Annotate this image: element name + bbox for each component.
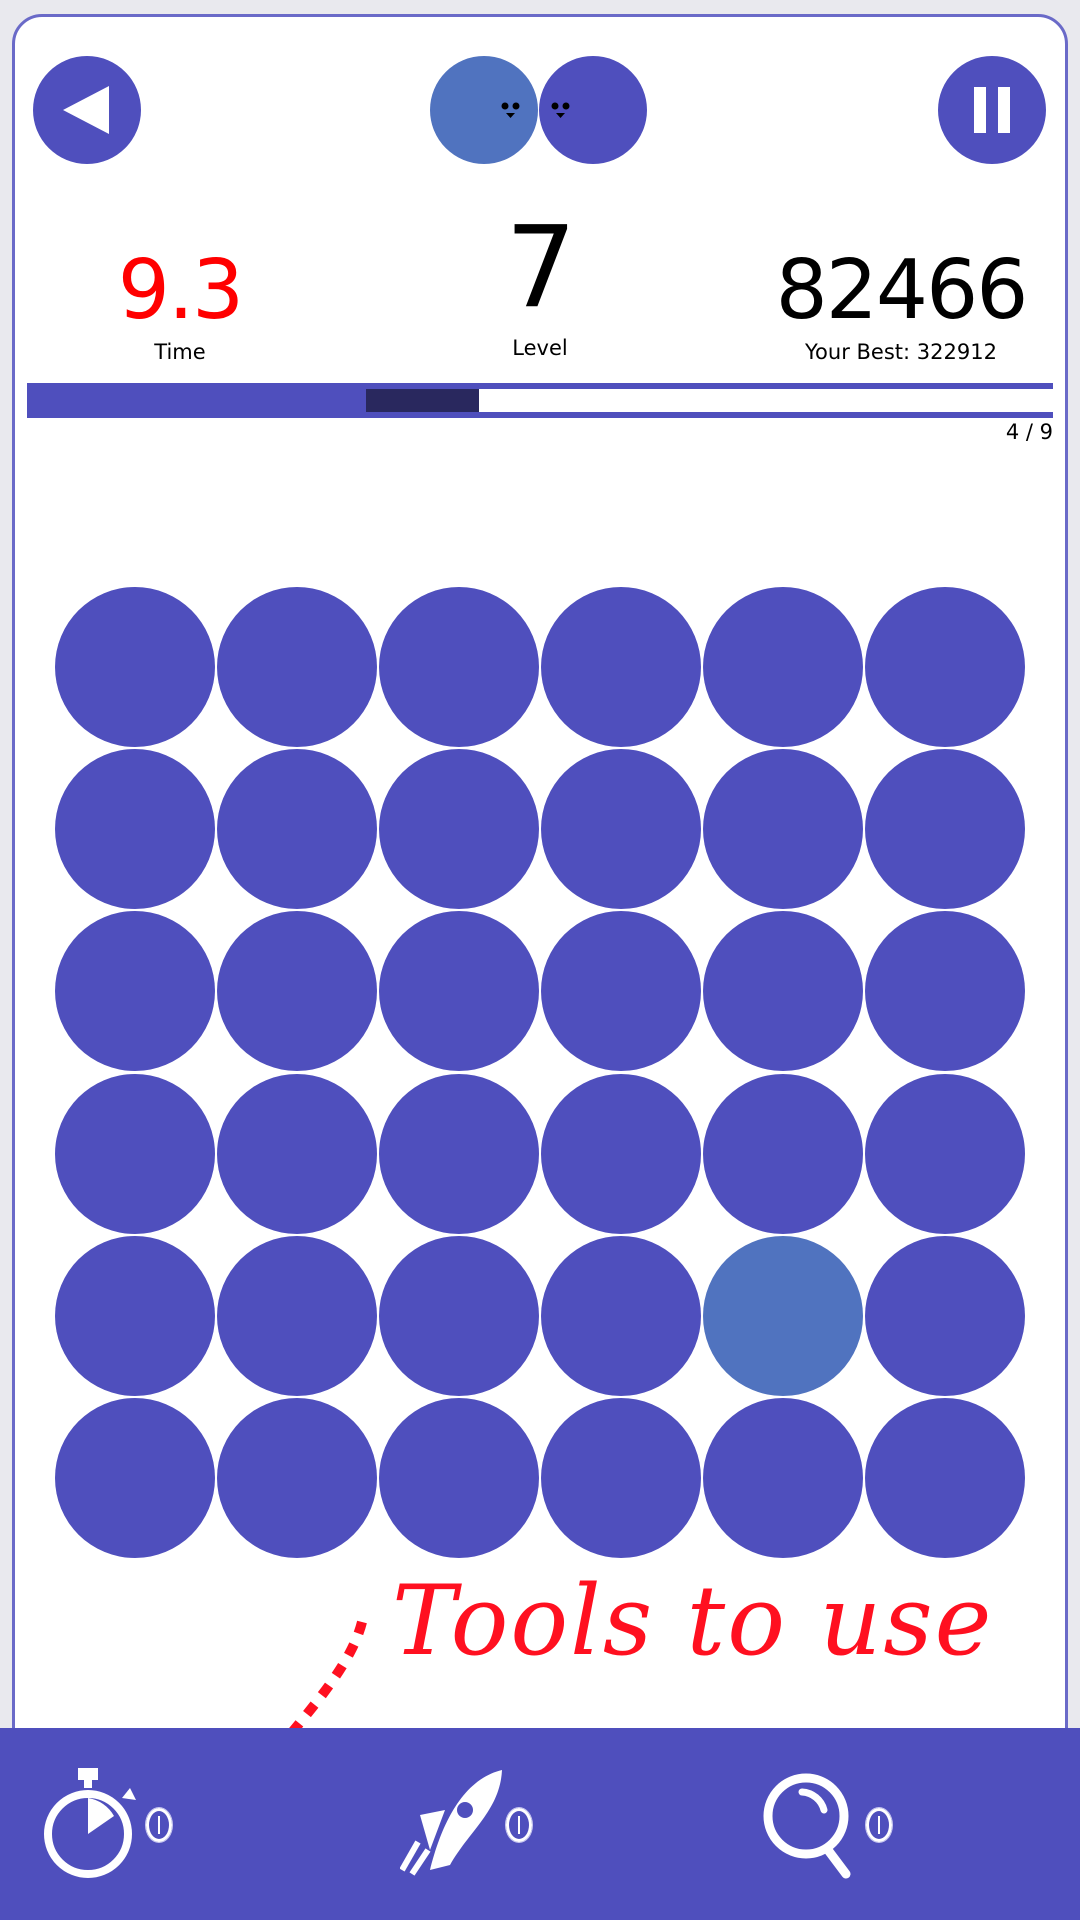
- back-triangle-icon: [63, 86, 109, 134]
- grid-dot[interactable]: [865, 749, 1025, 910]
- mascot-icon: [430, 56, 647, 164]
- pause-icon: [974, 87, 1010, 133]
- grid-dot[interactable]: [541, 587, 701, 747]
- grid-dot[interactable]: [541, 911, 701, 1072]
- tool-stopwatch[interactable]: [44, 1768, 144, 1882]
- time-value: 9.3: [117, 243, 244, 338]
- stopwatch-coin-icon: [145, 1807, 173, 1843]
- grid-dot[interactable]: [865, 1398, 1025, 1558]
- grid-dot[interactable]: [217, 749, 377, 910]
- grid-dot[interactable]: [55, 1073, 215, 1234]
- progress-segment: [366, 389, 479, 412]
- grid-dot[interactable]: [703, 911, 863, 1072]
- grid-dot[interactable]: [55, 1235, 215, 1396]
- grid-dot[interactable]: [217, 1073, 377, 1234]
- level-stat: 7 Level: [505, 203, 576, 360]
- pause-button[interactable]: [938, 56, 1046, 164]
- magnifier-coin-icon: [865, 1807, 893, 1843]
- level-value: 7: [505, 203, 576, 333]
- stopwatch-icon: [44, 1768, 136, 1878]
- rocket-coin-icon: [505, 1807, 533, 1843]
- time-label: Time: [154, 340, 206, 364]
- grid-dot[interactable]: [55, 587, 215, 747]
- grid-dot[interactable]: [55, 749, 215, 910]
- grid-dot[interactable]: [379, 587, 539, 747]
- level-label: Level: [512, 336, 568, 360]
- tool-rocket[interactable]: [399, 1770, 510, 1884]
- best-score-label: Your Best: 322912: [805, 340, 997, 364]
- grid-dot[interactable]: [865, 911, 1025, 1072]
- grid-dot[interactable]: [217, 587, 377, 747]
- progress-bar: [27, 383, 1053, 418]
- rocket-icon: [399, 1770, 502, 1876]
- score-stat: 82466 Your Best: 322912: [775, 243, 1029, 365]
- grid-dot[interactable]: [217, 1398, 377, 1558]
- grid-dot[interactable]: [379, 911, 539, 1072]
- grid-dot[interactable]: [541, 1235, 701, 1396]
- grid-dot-odd[interactable]: [703, 1235, 863, 1396]
- grid-dot[interactable]: [703, 587, 863, 747]
- grid-dot[interactable]: [55, 1398, 215, 1558]
- grid-dot[interactable]: [703, 749, 863, 910]
- time-stat: 9.3 Time: [117, 243, 244, 365]
- grid-dot[interactable]: [703, 1398, 863, 1558]
- tool-magnifier[interactable]: [762, 1770, 862, 1884]
- back-button[interactable]: [33, 56, 141, 164]
- grid-dot[interactable]: [865, 1073, 1025, 1234]
- grid-dot[interactable]: [541, 1073, 701, 1234]
- grid-dot[interactable]: [379, 749, 539, 910]
- grid-dot[interactable]: [865, 1235, 1025, 1396]
- tools-bar: [0, 1728, 1080, 1920]
- grid-dot[interactable]: [703, 1073, 863, 1234]
- progress-text: 4 / 9: [1005, 420, 1053, 444]
- grid-dot[interactable]: [865, 587, 1025, 747]
- grid-dot[interactable]: [379, 1235, 539, 1396]
- score-value: 82466: [775, 243, 1029, 338]
- grid-dot[interactable]: [541, 749, 701, 910]
- grid-dot[interactable]: [379, 1398, 539, 1558]
- grid-dot[interactable]: [217, 911, 377, 1072]
- grid-dot[interactable]: [541, 1398, 701, 1558]
- annotation-text: Tools to use: [392, 1565, 994, 1677]
- progress-track: [366, 389, 1053, 412]
- grid-dot[interactable]: [379, 1073, 539, 1234]
- grid-dot[interactable]: [55, 911, 215, 1072]
- magnifier-icon: [763, 1773, 851, 1879]
- grid-dot[interactable]: [217, 1235, 377, 1396]
